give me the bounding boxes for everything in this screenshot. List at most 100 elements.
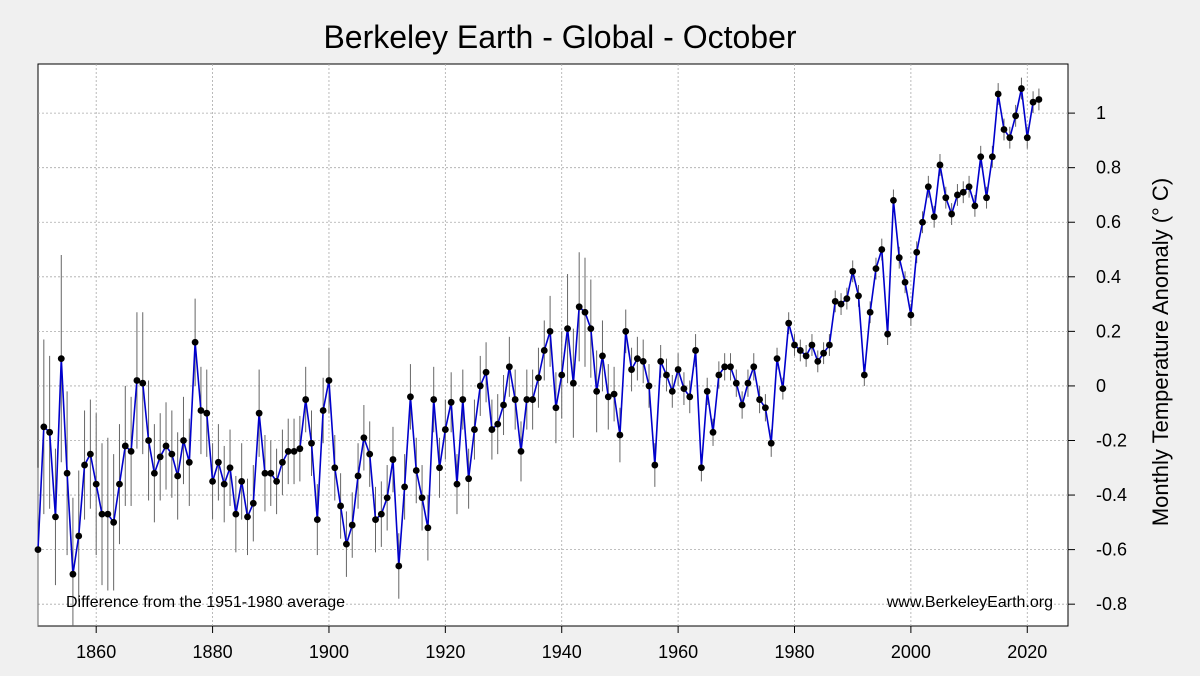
data-point [599,352,606,360]
x-tick-label: 1860 [76,642,116,662]
x-tick-label: 2020 [1007,642,1047,662]
y-tick-label: 0 [1096,376,1106,396]
data-point [1035,96,1043,103]
data-point [354,472,362,480]
data-point [907,311,915,319]
data-point [843,295,851,303]
data-point [965,183,973,191]
data-point [57,355,65,363]
data-point [913,248,921,256]
data-point [180,437,187,444]
data-point [401,483,409,491]
data-point [500,401,507,409]
data-point [697,464,705,472]
data-point [325,377,333,384]
data-point [174,472,182,480]
data-point [552,404,560,412]
data-point [680,385,688,393]
data-point [604,393,612,401]
data-point [651,461,659,469]
y-tick-label: 0.2 [1096,321,1121,341]
data-point [511,396,519,403]
data-point [296,445,304,453]
data-point [930,213,938,221]
data-point [267,469,275,477]
data-point [482,368,490,376]
data-point [81,461,88,469]
data-point [430,396,438,403]
data-point [1006,134,1014,142]
data-point [471,426,478,433]
data-point [703,387,711,395]
data-point [185,458,193,466]
data-point [732,379,740,387]
y-tick-label: -0.4 [1096,485,1127,505]
data-point [540,347,548,354]
data-point [232,510,240,518]
y-tick-label: -0.8 [1096,594,1127,614]
data-point [1023,134,1031,142]
data-point [942,194,950,202]
data-point [587,325,595,333]
data-point [343,540,350,548]
data-point [569,379,577,387]
data-point [168,450,176,458]
data-point [831,297,839,305]
data-point [319,407,327,414]
data-point [727,363,734,371]
annotation-source: www.BerkeleyEarth.org [886,594,1053,611]
y-tick-label: -0.6 [1096,540,1127,560]
data-point [255,409,263,417]
data-point [616,431,624,439]
x-tick-label: 2000 [891,642,931,662]
data-point [40,423,48,431]
data-point [523,396,531,403]
data-point [820,349,827,357]
data-point [517,447,525,455]
data-point [977,153,985,161]
data-point [302,396,310,403]
data-point [674,366,682,373]
data-point [826,341,833,349]
data-point [959,188,967,196]
data-point [214,458,222,466]
data-point [692,347,699,354]
data-point [1018,85,1025,92]
data-point [622,327,630,335]
data-point [360,434,368,442]
data-point [441,426,449,433]
x-tick-label: 1880 [193,642,233,662]
data-point [581,308,589,316]
data-point [709,428,717,436]
data-point [756,396,763,403]
x-tick-label: 1920 [425,642,465,662]
data-point [750,363,758,371]
data-point [308,439,315,447]
x-tick-label: 1960 [658,642,698,662]
data-point [872,265,880,273]
data-point [116,480,123,488]
data-point [453,480,461,488]
data-point [924,183,932,191]
data-point [110,518,118,526]
data-point [127,447,135,455]
data-point [488,426,496,433]
data-point [744,379,752,387]
data-point [633,355,641,363]
data-point [971,202,979,210]
data-point [954,191,961,199]
data-point [575,303,583,311]
y-axis-label: Monthly Temperature Anomaly (° C) [1148,178,1173,526]
data-point [220,480,228,488]
data-point [668,387,676,395]
data-point [377,510,385,518]
data-point [762,404,769,412]
data-point [849,267,857,275]
data-point [244,513,251,521]
data-point [837,300,845,308]
data-point [715,371,723,379]
data-point [203,409,211,417]
data-point [424,524,432,532]
data-point [331,464,339,472]
data-point [366,450,374,458]
